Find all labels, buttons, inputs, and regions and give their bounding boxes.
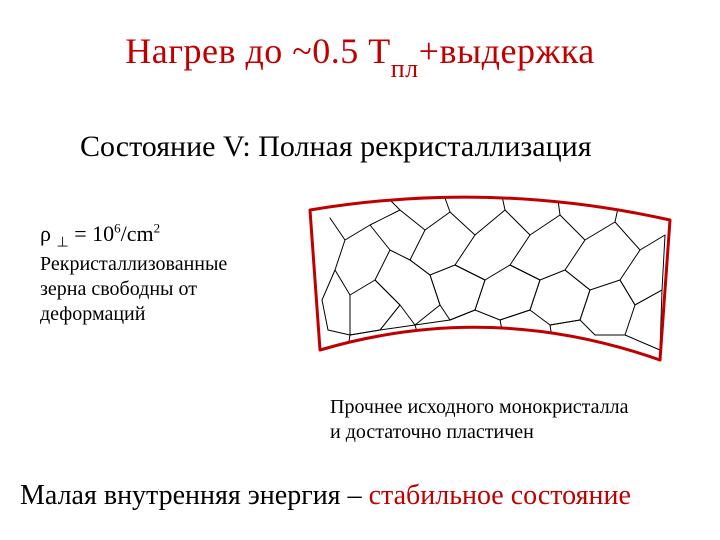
grain-svg bbox=[290, 180, 690, 380]
title-subscript: пл bbox=[391, 54, 419, 83]
bottom-line: Малая внутренняя энергия – стабильное со… bbox=[20, 480, 720, 512]
state-line: Состояние V: Полная рекристаллизация bbox=[80, 130, 592, 164]
caption-line1: Прочнее исходного монокристалла bbox=[330, 396, 629, 418]
bottom-part2: стабильное состояние bbox=[369, 480, 631, 511]
rho-unit-sup: 2 bbox=[154, 221, 161, 236]
rho-desc: Рекристаллизованные зерна свободны от де… bbox=[40, 252, 270, 327]
title-suffix: +выдержка bbox=[419, 31, 595, 71]
rho-eq: = 10 bbox=[74, 221, 114, 246]
title-prefix: Нагрев до ~0.5 T bbox=[125, 31, 391, 71]
rho-formula: ρ ⊥ = 106/cm2 bbox=[40, 220, 270, 252]
rho-symbol: ρ bbox=[40, 221, 51, 246]
diagram-caption: Прочнее исходного монокристалла и достат… bbox=[330, 395, 700, 445]
rho-perp: ⊥ bbox=[56, 235, 68, 250]
slide-title: Нагрев до ~0.5 Tпл+выдержка bbox=[0, 30, 720, 78]
caption-line2: и достаточно пластичен bbox=[330, 421, 534, 443]
rho-unit: /cm bbox=[121, 221, 154, 246]
grain-diagram bbox=[290, 180, 690, 380]
bottom-part1: Малая внутренняя энергия – bbox=[20, 480, 369, 511]
rho-annotation: ρ ⊥ = 106/cm2 Рекристаллизованные зерна … bbox=[40, 220, 270, 327]
